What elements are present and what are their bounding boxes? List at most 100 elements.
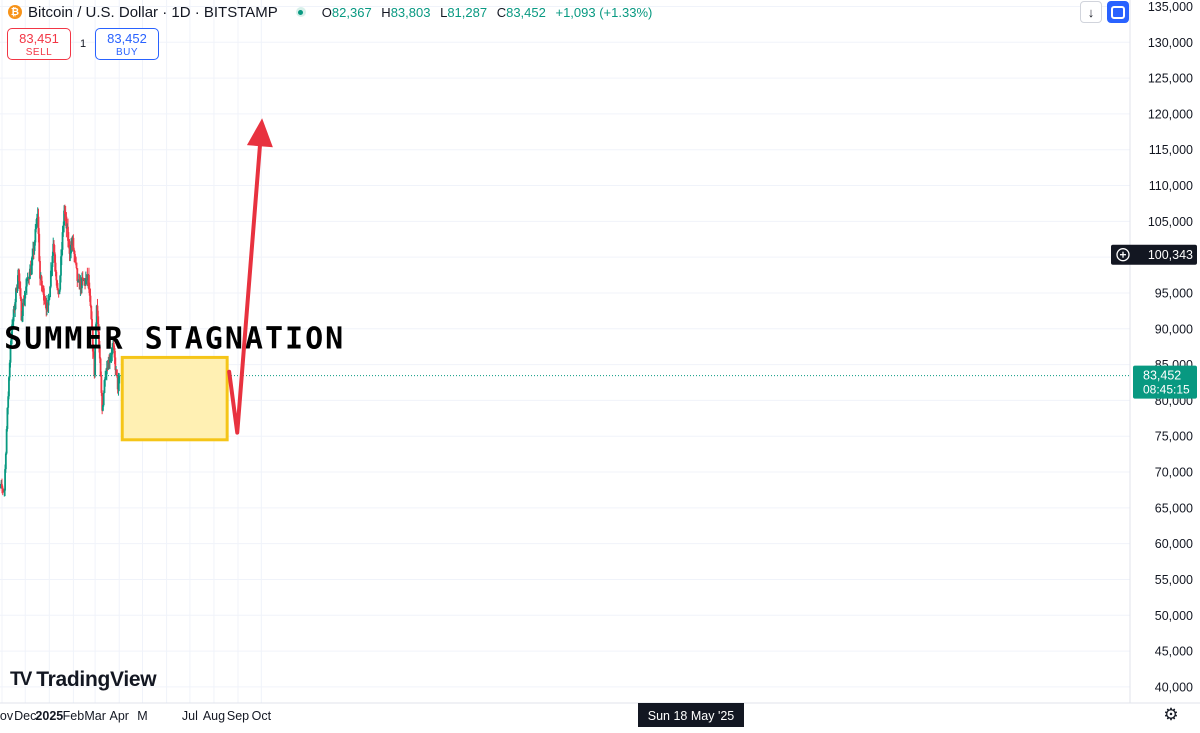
candle-body-up xyxy=(102,392,105,406)
candle-body-down xyxy=(65,216,68,229)
ohlc-readout: O82,367 H83,803 L81,287 C83,452 +1,093 (… xyxy=(322,5,659,20)
time-tick-label: Nov xyxy=(0,709,14,723)
sell-button[interactable]: 83,451 SELL xyxy=(7,28,71,60)
candle-body-down xyxy=(64,213,67,217)
candle-body-down xyxy=(43,288,45,301)
candle-body-up xyxy=(12,309,15,322)
candle-body-up xyxy=(95,324,97,348)
price-tick-label: 75,000 xyxy=(1155,430,1193,444)
price-tick-label: 135,000 xyxy=(1148,0,1193,14)
quantity-value: 1 xyxy=(80,38,87,50)
candle-body-down xyxy=(89,295,92,307)
price-tick-label: 40,000 xyxy=(1155,680,1193,694)
candle-body-up xyxy=(33,242,36,252)
candle-body-down xyxy=(28,278,31,280)
price-tick-label: 120,000 xyxy=(1148,107,1193,121)
candle-body-down xyxy=(53,243,55,253)
candle-body-up xyxy=(14,302,17,311)
arrow-down-icon[interactable]: ↓ xyxy=(1080,1,1102,23)
candle-body-up xyxy=(107,360,110,370)
layout-icon[interactable] xyxy=(1107,1,1129,23)
time-tick-label: Jul xyxy=(182,709,198,723)
candle-body-up xyxy=(105,374,107,378)
chart-annotations: SUMMER STAGNATION xyxy=(0,118,1130,442)
candle-body-up xyxy=(10,338,13,345)
time-tick-label: Apr xyxy=(109,709,128,723)
candle-body-down xyxy=(99,358,102,377)
bar-countdown-label: 08:45:15 xyxy=(1143,383,1190,397)
candle-body-down xyxy=(74,253,76,258)
candle-body-up xyxy=(77,280,79,282)
candle-body-up xyxy=(21,316,24,321)
candle-body-down xyxy=(101,392,104,411)
candle-body-down xyxy=(74,257,77,263)
candle-body-up xyxy=(61,232,64,250)
candle-body-up xyxy=(109,359,111,363)
candle-body-down xyxy=(91,328,94,352)
open-label: O xyxy=(321,4,332,20)
candle-body-down xyxy=(68,241,71,254)
high-label: H xyxy=(381,4,391,20)
candle-body-down xyxy=(72,237,75,250)
bitcoin-icon: ₿ xyxy=(8,5,22,19)
time-tick-label: Oct xyxy=(252,709,272,723)
close-label: C xyxy=(496,4,507,20)
zone-label: SUMMER STAGNATION xyxy=(4,321,345,356)
candle-body-down xyxy=(98,331,100,347)
candle-body-up xyxy=(6,407,9,429)
time-tick-label: 2025 xyxy=(35,709,63,723)
candle-body-down xyxy=(19,288,22,299)
time-tick-label: Sep xyxy=(227,709,249,723)
tradingview-logo[interactable]: TV TradingView xyxy=(10,668,157,692)
candle-body-up xyxy=(59,275,62,290)
sell-price: 83,451 xyxy=(19,31,59,46)
candle-body-down xyxy=(97,316,100,332)
settings-gear-icon[interactable]: ⚙ xyxy=(1163,705,1179,724)
market-status-icon xyxy=(295,7,306,17)
candle-body-down xyxy=(18,281,21,289)
crosshair-date-label: Sun 18 May '25 xyxy=(648,709,735,723)
candle-body-down xyxy=(1,487,4,491)
buy-button[interactable]: 83,452 BUY xyxy=(95,28,159,60)
candlestick-series xyxy=(0,204,121,497)
candle-body-up xyxy=(25,286,27,293)
symbol-header: ₿ Bitcoin / U.S. Dollar · 1D · BITSTAMP … xyxy=(8,3,658,21)
candle-body-down xyxy=(41,285,44,289)
price-axis: 40,000 45,000 50,000 55,000 60,000 65,000 70,0… xyxy=(1111,0,1197,703)
candle-body-down xyxy=(91,319,93,329)
time-tick-label: Mar xyxy=(84,709,106,723)
candle-body-down xyxy=(88,289,91,296)
candle-body-up xyxy=(15,288,17,303)
symbol-title[interactable]: Bitcoin / U.S. Dollar · 1D · BITSTAMP xyxy=(28,3,278,21)
candle-body-up xyxy=(36,217,38,226)
price-tick-label: 60,000 xyxy=(1155,537,1193,551)
candle-body-up xyxy=(32,248,34,257)
candle-body-up xyxy=(4,453,7,470)
crosshair-date-box xyxy=(638,703,744,727)
candle-body-up xyxy=(70,244,72,254)
candle-body-up xyxy=(3,490,6,492)
candle-body-down xyxy=(20,298,23,321)
time-tick-label: Dec xyxy=(14,709,36,723)
candle-body-up xyxy=(63,210,65,226)
candle-body-up xyxy=(47,299,50,306)
high-value: 83,803 xyxy=(390,4,431,20)
candle-body-down xyxy=(115,369,118,376)
candle-body-up xyxy=(51,255,54,267)
candle-body-up xyxy=(118,375,121,384)
candle-body-down xyxy=(56,287,59,291)
candle-body-up xyxy=(35,225,38,230)
candle-body-down xyxy=(53,252,56,263)
candle-body-up xyxy=(60,256,62,276)
candle-body-up xyxy=(103,380,106,393)
candle-body-up xyxy=(24,292,27,299)
time-tick-label: M xyxy=(137,709,147,723)
candle-body-down xyxy=(100,376,103,393)
candle-body-down xyxy=(44,301,47,305)
candle-body-up xyxy=(9,344,12,363)
price-tick-label: 115,000 xyxy=(1149,143,1193,157)
candle-body-up xyxy=(5,428,8,454)
candle-body-down xyxy=(90,306,93,320)
close-value: 83,452 xyxy=(506,4,546,20)
